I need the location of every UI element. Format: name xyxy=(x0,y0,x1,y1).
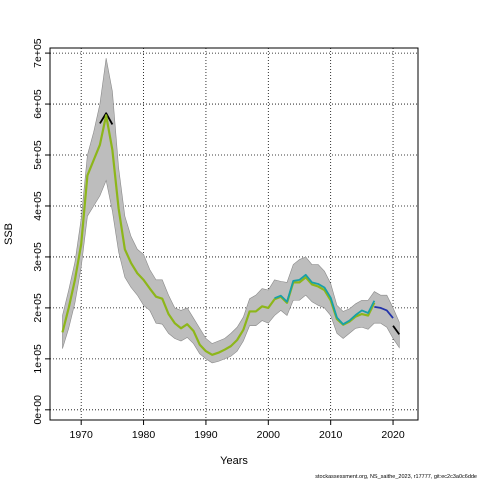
y-tick-label: 3e+05 xyxy=(32,242,44,272)
y-tick-label: 4e+05 xyxy=(32,191,44,221)
series-line xyxy=(99,112,401,335)
confidence-band-layer xyxy=(62,58,400,364)
footnote: stockassessment.org, NS_saithe_2023, r17… xyxy=(315,474,477,480)
y-tick-label: 1e+05 xyxy=(32,344,44,374)
y-tick-label: 0e+00 xyxy=(32,395,44,425)
y-tick-label: 5e+05 xyxy=(32,140,44,170)
y-tick-label: 2e+05 xyxy=(32,293,44,323)
y-tick-label: 7e+05 xyxy=(32,38,44,68)
y-axis-title: SSB xyxy=(3,223,15,245)
x-tick-label: 1980 xyxy=(132,429,156,441)
series-line xyxy=(61,114,376,356)
x-axis-title: Years xyxy=(220,455,248,467)
grid-lines xyxy=(50,48,418,420)
plot-frame xyxy=(49,47,419,421)
x-tick-label: 2000 xyxy=(257,429,281,441)
x-tick-label: 2020 xyxy=(381,429,405,441)
x-axis: 1970 1980 1990 2000 2010 2020 xyxy=(70,420,405,441)
confidence-band xyxy=(62,58,400,364)
x-tick-label: 1970 xyxy=(70,429,94,441)
series-line xyxy=(374,305,394,319)
series-line xyxy=(274,273,376,326)
x-tick-label: 2010 xyxy=(319,429,343,441)
y-axis: 0e+00 1e+05 2e+05 3e+05 4e+05 5e+05 6e+05 7e+05 xyxy=(32,38,50,425)
x-tick-label: 1990 xyxy=(194,429,218,441)
y-tick-label: 6e+05 xyxy=(32,89,44,119)
series-layer xyxy=(61,112,401,356)
